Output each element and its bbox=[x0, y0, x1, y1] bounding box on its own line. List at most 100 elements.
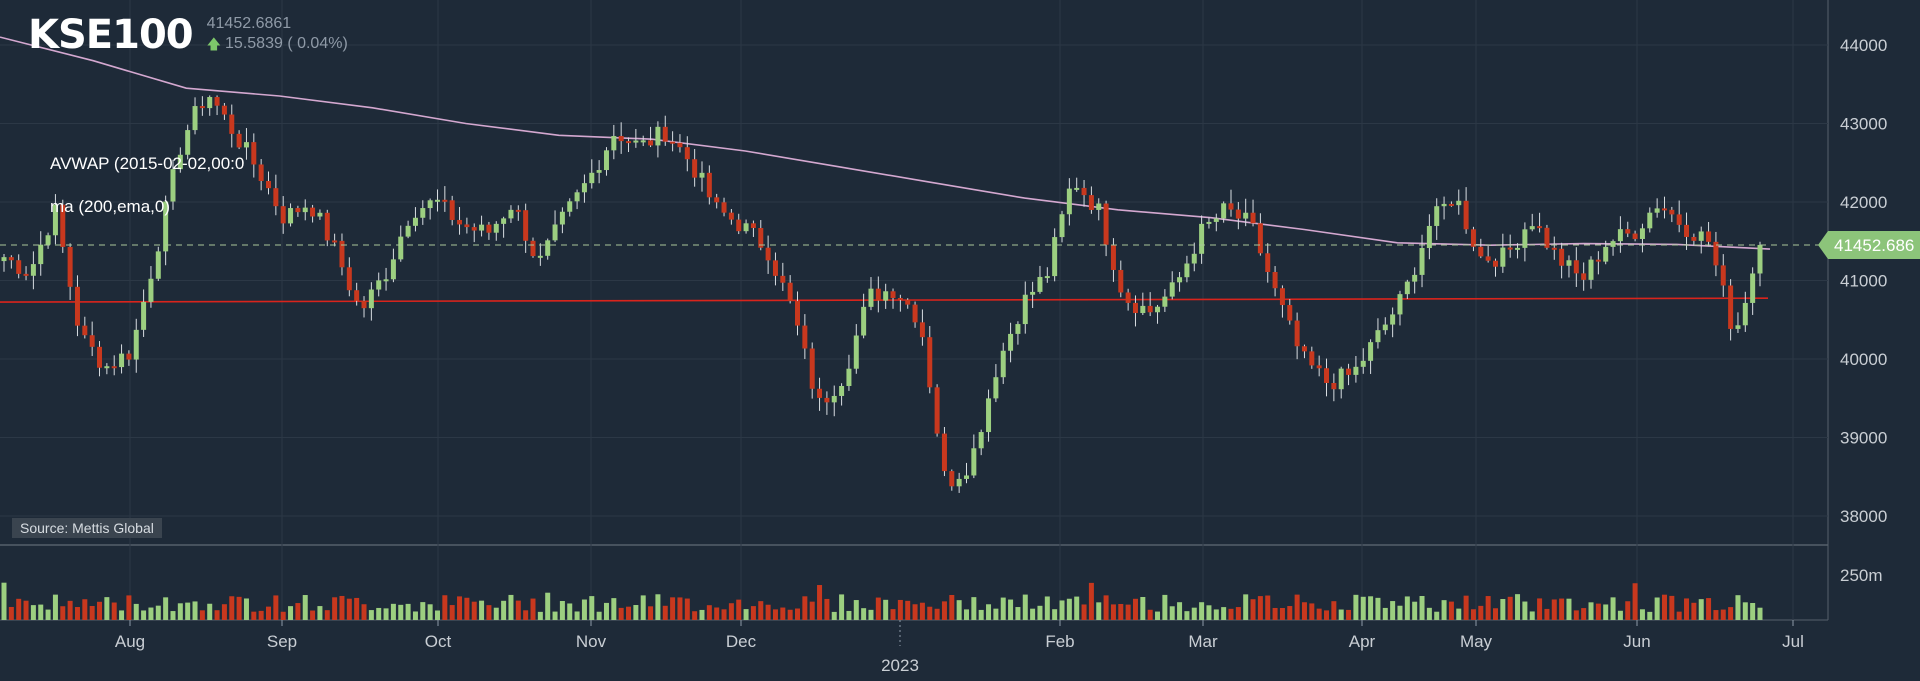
candle-body bbox=[956, 478, 962, 487]
candle-body bbox=[1617, 229, 1623, 242]
candle-body bbox=[1368, 342, 1374, 361]
volume-bar bbox=[1066, 598, 1072, 620]
volume-bar bbox=[317, 606, 323, 620]
volume-bar bbox=[1551, 599, 1557, 620]
candle-body bbox=[1199, 223, 1205, 254]
volume-bar bbox=[1515, 594, 1521, 620]
volume-bar bbox=[750, 606, 756, 620]
volume-bar bbox=[214, 610, 220, 620]
volume-bar bbox=[1353, 594, 1359, 620]
volume-bar bbox=[1661, 594, 1667, 620]
candle-body bbox=[8, 257, 14, 261]
candle-body bbox=[875, 288, 881, 301]
volume-bar bbox=[1419, 595, 1425, 620]
volume-bar bbox=[479, 600, 485, 620]
volume-bar bbox=[559, 601, 565, 620]
volume-bar bbox=[1426, 607, 1432, 620]
candle-body bbox=[1346, 368, 1352, 375]
candle-body bbox=[1544, 227, 1550, 248]
volume-bar bbox=[1301, 602, 1307, 620]
candle-body bbox=[567, 201, 573, 212]
candle-body bbox=[119, 353, 125, 368]
candle-body bbox=[346, 267, 352, 291]
volume-bar bbox=[1360, 596, 1366, 620]
candle-body bbox=[398, 236, 404, 260]
volume-bar bbox=[853, 600, 859, 620]
x-tick-label: Apr bbox=[1349, 632, 1376, 651]
volume-bar bbox=[464, 597, 470, 620]
ma-indicator-label[interactable]: ma (200,ema,0) bbox=[50, 197, 170, 216]
volume-bar bbox=[934, 608, 940, 620]
candle-body bbox=[199, 106, 205, 109]
x-tick-label: Sep bbox=[267, 632, 297, 651]
candle-body bbox=[1, 257, 7, 262]
volume-bar bbox=[684, 598, 690, 620]
candles bbox=[1, 95, 1763, 493]
candle-body bbox=[1470, 229, 1476, 247]
volume-bar bbox=[1118, 603, 1124, 620]
volume-bar bbox=[1728, 607, 1734, 620]
candle-body bbox=[1074, 187, 1080, 190]
volume-bar bbox=[1177, 602, 1183, 620]
candle-body bbox=[493, 223, 499, 233]
volume-bar bbox=[1052, 609, 1058, 620]
volume-bar bbox=[493, 607, 499, 620]
volume-bar bbox=[640, 595, 646, 620]
candle-body bbox=[310, 207, 316, 217]
candle-body bbox=[1625, 229, 1631, 234]
volume-bar bbox=[927, 606, 933, 620]
candle-body bbox=[721, 202, 727, 213]
candle-body bbox=[1588, 259, 1594, 280]
volume-bar bbox=[728, 603, 734, 620]
candle-body bbox=[1140, 305, 1146, 314]
candle-body bbox=[1015, 324, 1021, 334]
volume-bar bbox=[537, 611, 543, 620]
candle-body bbox=[38, 244, 44, 265]
candle-body bbox=[104, 366, 110, 369]
candle-body bbox=[1610, 241, 1616, 247]
volume-bar bbox=[765, 604, 771, 620]
volume-bar bbox=[839, 594, 845, 620]
volume-bar bbox=[1059, 600, 1065, 620]
change-value: 15.5839 ( 0.04%) bbox=[225, 35, 348, 52]
volume-bar bbox=[398, 604, 404, 620]
candle-body bbox=[45, 235, 51, 245]
volume-bar bbox=[574, 611, 580, 620]
candle-body bbox=[684, 147, 690, 160]
candle-body bbox=[809, 348, 815, 389]
volume-bar bbox=[1309, 603, 1315, 620]
candle-body bbox=[772, 260, 778, 276]
candle-body bbox=[1088, 195, 1094, 210]
candle-body bbox=[655, 126, 661, 146]
candle-body bbox=[280, 206, 286, 224]
volume-bar bbox=[170, 611, 176, 620]
candle-body bbox=[1287, 305, 1293, 321]
volume-bar bbox=[1169, 606, 1175, 620]
volume-bar bbox=[376, 607, 382, 620]
volume-bar bbox=[986, 604, 992, 620]
candle-body bbox=[457, 219, 463, 225]
volume-bar bbox=[1184, 611, 1190, 620]
volume-bar bbox=[1669, 595, 1675, 620]
candle-body bbox=[60, 204, 66, 247]
candle-body bbox=[662, 126, 668, 142]
volume-bar bbox=[1022, 594, 1028, 620]
volume-bar bbox=[603, 602, 609, 620]
y-tick-label: 41000 bbox=[1840, 272, 1887, 291]
volume-bar bbox=[1485, 596, 1491, 620]
candle-body bbox=[1478, 246, 1484, 257]
y-tick-label: 38000 bbox=[1840, 507, 1887, 526]
candle-body bbox=[1081, 187, 1087, 196]
volume-bar bbox=[949, 594, 955, 620]
candle-body bbox=[30, 264, 36, 276]
volume-bar bbox=[552, 611, 558, 620]
candle-body bbox=[1309, 351, 1315, 366]
candle-body bbox=[1301, 346, 1307, 352]
candle-body bbox=[1485, 256, 1491, 261]
volume-bar bbox=[280, 611, 286, 620]
avwap-indicator-label[interactable]: AVWAP (2015-02-02,00:0 bbox=[50, 154, 245, 173]
candle-body bbox=[361, 300, 367, 309]
volume-bar bbox=[67, 600, 73, 620]
volume-bar bbox=[273, 595, 279, 620]
